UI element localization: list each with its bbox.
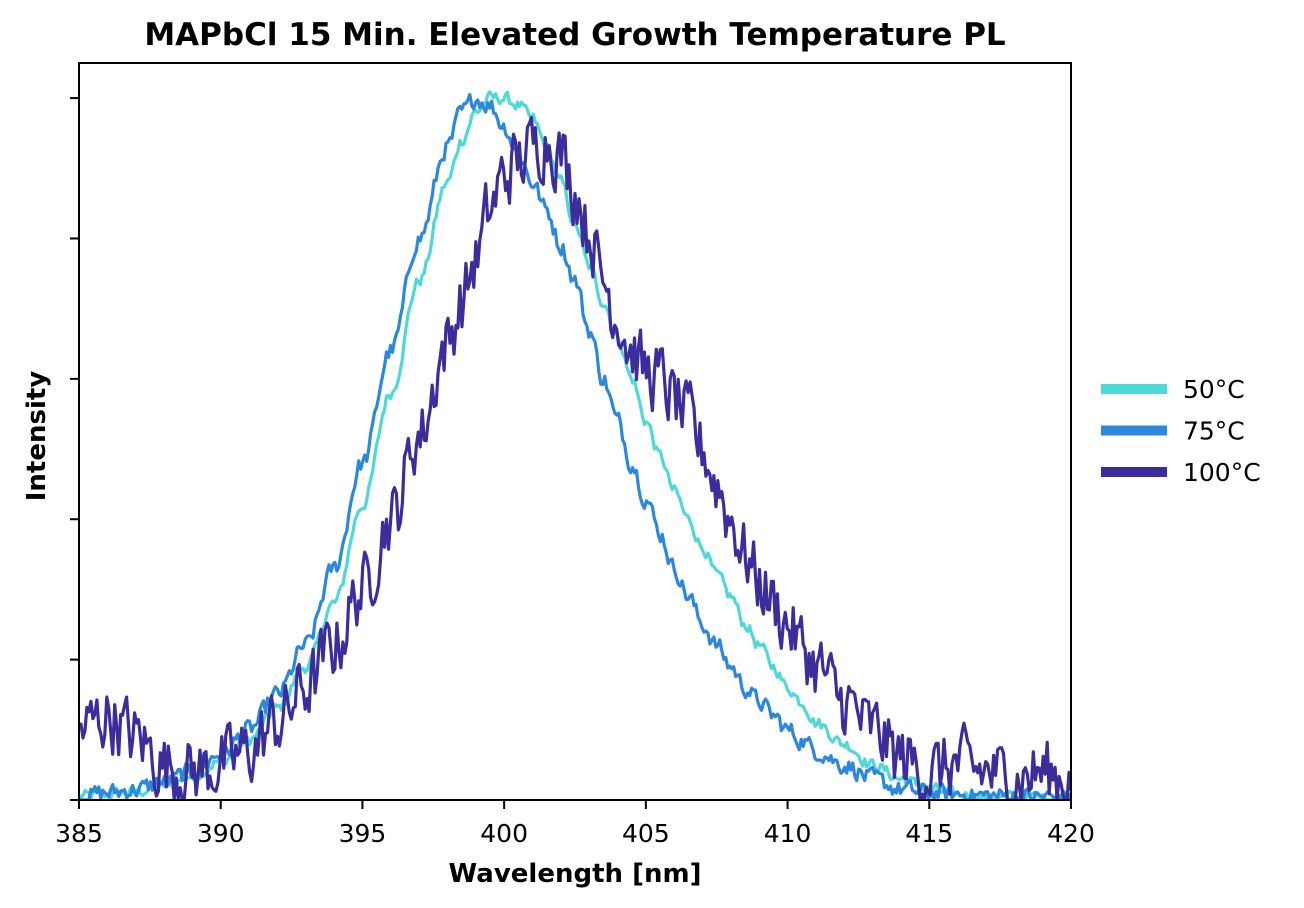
x-tick-label: 420 (1047, 819, 1095, 848)
legend-label: 50°C (1183, 375, 1245, 404)
y-axis (70, 97, 79, 801)
x-tick-label: 410 (764, 819, 812, 848)
x-tick-label: 400 (480, 819, 528, 848)
y-axis-label: Intensity (22, 371, 52, 502)
legend: 50°C 75°C 100°C (1101, 375, 1261, 487)
plot-frame (78, 62, 1072, 801)
legend-label: 100°C (1183, 458, 1261, 487)
legend-label: 75°C (1183, 417, 1245, 446)
x-axis-label: Wavelength [nm] (449, 859, 702, 889)
x-tick-label: 405 (622, 819, 670, 848)
series-layer (79, 90, 1071, 800)
series-line-3 (79, 115, 1071, 800)
x-tick-label: 385 (55, 819, 103, 848)
plot-area (78, 62, 1072, 801)
x-tick-label: 395 (339, 819, 387, 848)
x-tick-label: 415 (905, 819, 953, 848)
x-tick-label: 390 (197, 819, 245, 848)
x-axis: 385 390 395 400 405 410 415 420 (55, 800, 1095, 848)
chart-title: MAPbCl 15 Min. Elevated Growth Temperatu… (144, 17, 1005, 53)
